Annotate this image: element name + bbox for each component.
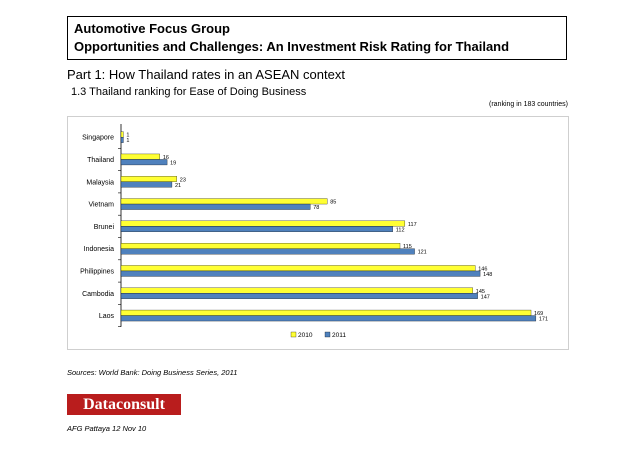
category-label: Brunei <box>94 224 115 231</box>
bar-2011 <box>120 248 415 255</box>
data-label-2010: 115 <box>403 244 412 250</box>
legend-label-2011: 2011 <box>332 332 346 339</box>
data-label-2010: 145 <box>476 289 485 295</box>
category-label: Indonesia <box>84 246 114 253</box>
bar-2011 <box>120 270 481 277</box>
bar-2010 <box>120 176 177 182</box>
dataconsult-logo: Dataconsult <box>67 394 181 415</box>
bar-2011 <box>120 203 311 210</box>
bar-2010 <box>120 153 160 160</box>
bar-2010 <box>120 198 328 205</box>
data-label-2011: 112 <box>396 227 405 233</box>
category-label: Malaysia <box>86 179 114 186</box>
header-box: Automotive Focus Group Opportunities and… <box>67 16 567 60</box>
ranking-note: (ranking in 183 countries) <box>489 101 568 108</box>
category-label: Thailand <box>87 157 114 164</box>
header-subtitle: Opportunities and Challenges: An Investm… <box>74 39 510 54</box>
data-label-2011: 121 <box>418 250 427 256</box>
data-label-2010: 169 <box>534 311 543 317</box>
category-label: Singapore <box>82 135 114 142</box>
bar-2011 <box>120 315 537 322</box>
part-title: Part 1: How Thailand rates in an ASEAN c… <box>67 67 345 82</box>
section-title: 1.3 Thailand ranking for Ease of Doing B… <box>71 86 307 98</box>
bar-2011 <box>120 159 168 166</box>
bar-2011 <box>120 226 393 232</box>
data-label-2011: 78 <box>313 205 319 211</box>
category-label: Laos <box>99 313 115 320</box>
data-label-2011: 148 <box>483 272 492 278</box>
data-label-2011: 19 <box>170 160 176 166</box>
bar-2010 <box>120 309 532 316</box>
data-label-2010: 85 <box>330 200 336 206</box>
data-label-2011: 147 <box>481 294 490 300</box>
logo-text: Dataconsult <box>83 395 165 413</box>
bar-2010 <box>120 131 124 138</box>
legend-swatch-2010 <box>290 331 297 338</box>
bar-2011 <box>120 136 124 143</box>
data-label-2010: 16 <box>163 155 169 161</box>
legend-label-2010: 2010 <box>298 332 313 339</box>
data-label-2011: 1 <box>126 138 129 144</box>
category-label: Cambodia <box>82 291 114 298</box>
category-label: Vietnam <box>88 202 114 209</box>
sources-note: Sources: World Bank: Doing Business Seri… <box>67 368 238 377</box>
data-label-2010: 23 <box>180 177 186 183</box>
category-label: Philippines <box>80 268 114 275</box>
data-label-2010: 146 <box>478 266 487 272</box>
data-label-2010: 117 <box>408 222 417 228</box>
bar-2011 <box>120 181 173 188</box>
header-title: Automotive Focus Group <box>74 21 230 36</box>
data-label-2010: 1 <box>126 133 129 139</box>
bar-2010 <box>120 243 401 249</box>
bar-2010 <box>120 220 406 227</box>
chart-area: Singapore 1 1 Thailand 16 19 Malaysia 23 21 Vietn… <box>67 116 569 350</box>
legend-swatch-2011 <box>324 331 331 338</box>
data-label-2011: 171 <box>539 317 548 323</box>
bar-2011 <box>120 293 478 299</box>
data-label-2011: 21 <box>175 183 181 189</box>
bar-2010 <box>120 287 473 294</box>
footer-note: AFG Pattaya 12 Nov 10 <box>67 424 147 433</box>
bar-2010 <box>120 265 476 272</box>
